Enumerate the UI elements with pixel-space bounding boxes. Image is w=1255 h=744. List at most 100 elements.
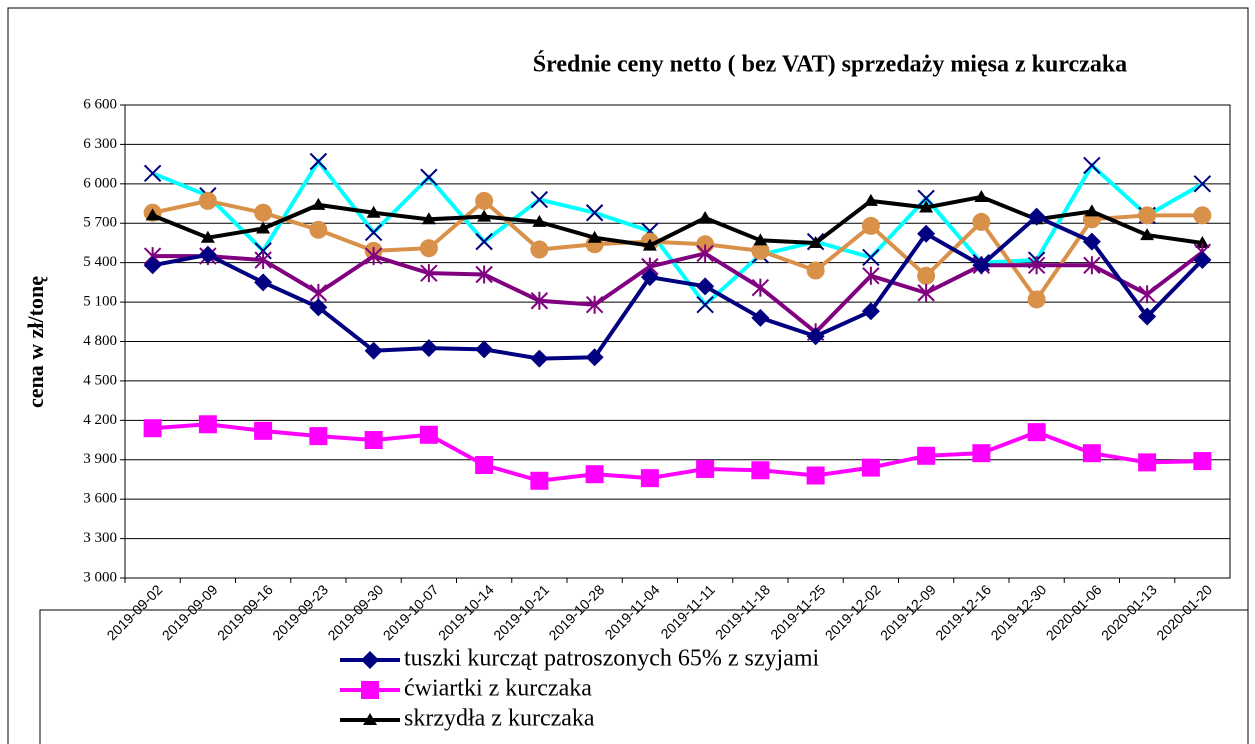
marker: [475, 456, 494, 475]
marker: [363, 713, 377, 725]
marker: [254, 251, 272, 270]
marker: [806, 261, 825, 280]
marker: [587, 230, 602, 243]
marker: [366, 205, 381, 218]
marker: [753, 233, 768, 246]
marker: [862, 266, 880, 285]
series-line: [151, 157, 1204, 308]
marker: [806, 327, 825, 346]
marker: [863, 193, 878, 206]
marker: [530, 291, 549, 310]
marker: [974, 189, 989, 202]
marker: [364, 223, 383, 242]
y-tick-label: 3 000: [83, 569, 117, 585]
marker: [1027, 423, 1046, 442]
marker: [309, 427, 328, 446]
marker: [1138, 285, 1156, 304]
marker: [198, 245, 217, 264]
y-tick-label: 6 300: [83, 136, 117, 152]
marker: [254, 203, 273, 222]
marker: [1138, 453, 1157, 472]
marker: [419, 339, 438, 358]
marker: [640, 469, 659, 488]
marker: [530, 471, 549, 490]
series-line: [152, 214, 1204, 361]
marker: [143, 164, 162, 183]
marker: [200, 230, 215, 243]
marker: [696, 277, 715, 296]
marker: [530, 240, 549, 259]
marker: [585, 465, 604, 484]
series-line: [152, 198, 1203, 303]
marker: [698, 210, 713, 223]
marker: [254, 273, 273, 292]
marker: [309, 152, 328, 171]
marker: [808, 235, 823, 248]
marker: [419, 239, 438, 258]
marker: [311, 197, 326, 210]
marker: [1138, 206, 1157, 225]
marker: [640, 268, 659, 287]
marker: [696, 296, 714, 314]
marker: [1138, 307, 1157, 326]
marker: [361, 651, 379, 669]
y-axis-label: cena w zł/tonę: [23, 276, 48, 408]
marker: [917, 224, 936, 243]
marker: [198, 415, 217, 434]
marker: [477, 209, 492, 222]
marker: [1193, 206, 1212, 225]
marker: [143, 419, 162, 438]
marker: [198, 191, 217, 210]
marker: [254, 421, 273, 440]
chart-title: Średnie ceny netto ( bez VAT) sprzedaży …: [533, 51, 1127, 78]
y-tick-label: 3 600: [83, 491, 117, 507]
marker: [1195, 235, 1210, 248]
marker: [309, 220, 328, 239]
marker: [475, 191, 494, 210]
y-tick-label: 3 900: [83, 451, 117, 467]
marker: [751, 308, 770, 327]
marker: [254, 242, 272, 260]
legend-label: tuszki kurcząt patroszonych 65% z szyjam…: [404, 646, 820, 672]
marker: [919, 200, 934, 213]
marker: [1082, 444, 1101, 463]
marker: [751, 461, 770, 480]
marker: [642, 238, 657, 251]
series-line: [152, 422, 1203, 483]
legend-box: [39, 609, 1249, 744]
marker: [1084, 204, 1099, 217]
marker: [917, 266, 936, 285]
marker: [1082, 232, 1101, 251]
marker: [420, 264, 438, 283]
marker: [862, 248, 880, 267]
series-line: [151, 194, 1203, 248]
y-tick-label: 5 700: [83, 215, 117, 231]
marker: [917, 446, 936, 465]
marker: [1027, 290, 1046, 309]
y-tick-label: 5 400: [83, 254, 117, 270]
legend-label: ćwiartki z kurczaka: [404, 676, 592, 702]
marker: [530, 190, 549, 209]
marker: [585, 204, 604, 222]
marker: [972, 256, 991, 275]
y-tick-label: 4 200: [83, 412, 117, 428]
marker: [419, 425, 438, 444]
marker: [1027, 207, 1046, 226]
marker: [585, 348, 604, 367]
marker: [696, 244, 714, 263]
marker: [861, 302, 880, 321]
marker: [530, 349, 549, 368]
marker: [917, 189, 935, 207]
marker: [585, 295, 604, 314]
marker: [364, 247, 383, 266]
marker: [1083, 256, 1101, 275]
series-line: [152, 250, 1204, 336]
marker: [1083, 156, 1101, 175]
marker: [421, 212, 436, 225]
marker: [917, 283, 935, 302]
marker: [1193, 452, 1212, 471]
marker: [806, 466, 825, 485]
marker: [309, 298, 328, 317]
